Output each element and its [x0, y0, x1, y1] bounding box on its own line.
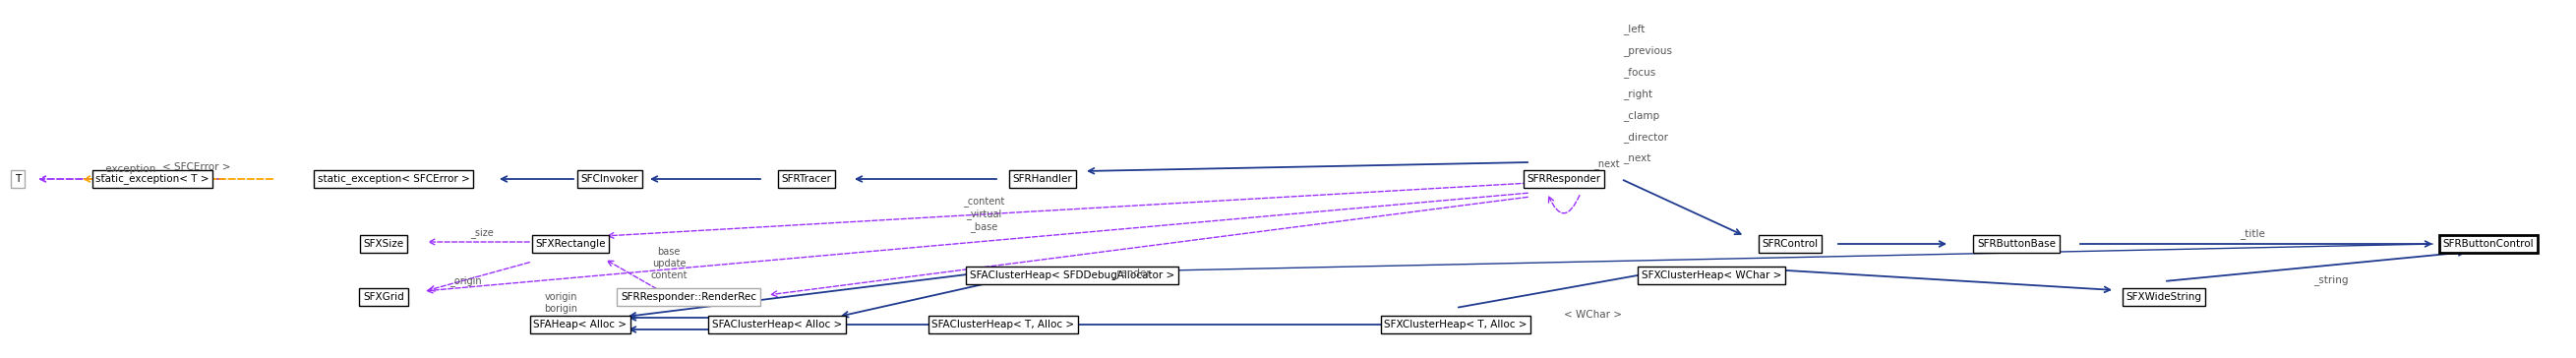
Text: _exception: _exception — [100, 164, 155, 175]
Text: vorigin
borigin: vorigin borigin — [544, 292, 577, 314]
Text: _previous: _previous — [1623, 46, 1672, 57]
Text: base
update
content: base update content — [649, 247, 688, 280]
Text: _right: _right — [1623, 89, 1651, 100]
Text: SFAClusterHeap< Alloc >: SFAClusterHeap< Alloc > — [711, 320, 842, 329]
Text: SFXWideString: SFXWideString — [2125, 292, 2202, 302]
Text: _next: _next — [1595, 160, 1620, 170]
Text: SFXGrid: SFXGrid — [363, 292, 404, 302]
Text: SFAClusterHeap< SFDDebugAllocator >: SFAClusterHeap< SFDDebugAllocator > — [969, 270, 1175, 280]
Text: SFRButtonControl: SFRButtonControl — [2442, 239, 2535, 249]
Text: SFRControl: SFRControl — [1762, 239, 1819, 249]
Text: SFXClusterHeap< T, Alloc >: SFXClusterHeap< T, Alloc > — [1383, 320, 1528, 329]
Text: SFXRectangle: SFXRectangle — [536, 239, 605, 249]
Text: static_exception< SFCError >: static_exception< SFCError > — [317, 174, 469, 184]
Text: SFRResponder::RenderRec: SFRResponder::RenderRec — [621, 292, 757, 302]
Text: SFRResponder: SFRResponder — [1528, 174, 1600, 184]
Text: < WChar >: < WChar > — [1564, 310, 1623, 320]
Text: SFAClusterHeap< T, Alloc >: SFAClusterHeap< T, Alloc > — [933, 320, 1074, 329]
Text: _focus: _focus — [1623, 67, 1656, 78]
Text: _clamp: _clamp — [1623, 111, 1659, 121]
Text: SFCInvoker: SFCInvoker — [582, 174, 639, 184]
Text: _render: _render — [1113, 268, 1151, 279]
Text: _director: _director — [1623, 132, 1669, 143]
Text: _left: _left — [1623, 24, 1646, 35]
Text: _title: _title — [2239, 229, 2264, 240]
Text: _size: _size — [471, 228, 495, 238]
Text: SFAHeap< Alloc >: SFAHeap< Alloc > — [533, 320, 626, 329]
Text: _string: _string — [2313, 275, 2349, 286]
Text: SFRTracer: SFRTracer — [781, 174, 832, 184]
Text: SFRHandler: SFRHandler — [1012, 174, 1072, 184]
Text: _next: _next — [1623, 154, 1651, 164]
Text: < SFCError >: < SFCError > — [162, 162, 232, 172]
Text: SFXClusterHeap< WChar >: SFXClusterHeap< WChar > — [1641, 270, 1783, 280]
Text: SFRButtonBase: SFRButtonBase — [1976, 239, 2056, 249]
Text: _content
_virtual
_base: _content _virtual _base — [963, 197, 1005, 232]
Text: SFXSize: SFXSize — [363, 239, 404, 249]
Text: _origin: _origin — [448, 276, 482, 287]
Text: T: T — [15, 174, 21, 184]
Text: static_exception< T >: static_exception< T > — [95, 174, 209, 184]
